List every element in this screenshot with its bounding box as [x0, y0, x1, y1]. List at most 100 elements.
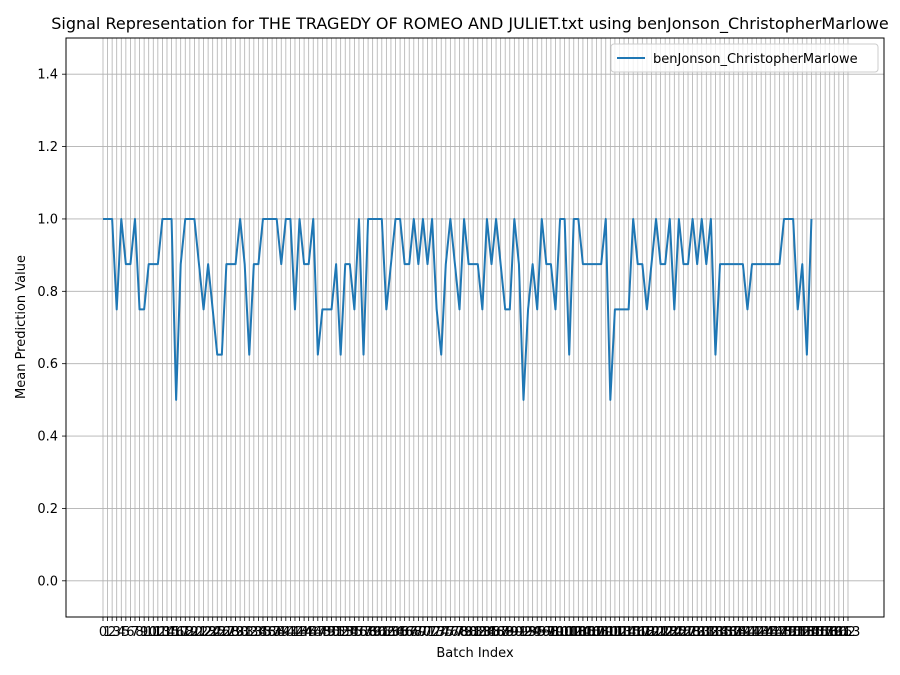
x-tick-label: 32 — [241, 625, 258, 640]
x-tick-label: 58 — [360, 625, 377, 640]
x-tick-label: 57 — [355, 625, 372, 640]
x-tick-label: 157 — [808, 625, 833, 640]
x-tick-label: 161 — [826, 625, 851, 640]
x-tick-label: 114 — [612, 625, 637, 640]
x-tick-label: 79 — [456, 625, 473, 640]
legend-box — [610, 43, 879, 73]
chart-title: Signal Representation for THE TRAGEDY OF… — [51, 14, 889, 34]
x-tick-label: 18 — [177, 625, 194, 640]
x-tick-label: 102 — [557, 625, 582, 640]
x-tick-label: 144 — [749, 625, 774, 640]
x-tick-label: 27 — [218, 625, 235, 640]
x-tick-label: 151 — [781, 625, 806, 640]
x-tick-label: 38 — [268, 625, 285, 640]
x-tick-label: 113 — [607, 625, 632, 640]
x-tick-label: 84 — [479, 625, 496, 640]
x-tick-label: 10 — [140, 625, 157, 640]
x-tick-label: 40 — [278, 625, 295, 640]
x-tick-label: 97 — [538, 625, 555, 640]
x-tick-label: 115 — [616, 625, 641, 640]
x-tick-label: 155 — [799, 625, 824, 640]
x-tick-label: 45 — [300, 625, 317, 640]
x-tick-label: 8 — [135, 625, 143, 640]
x-axis-label: Batch Index — [436, 646, 514, 661]
y-tick-label: 0.4 — [37, 430, 58, 445]
x-tick-label: 60 — [369, 625, 386, 640]
y-axis: 0.0 0.2 0.4 0.6 0.8 1.0 1.2 1.4 — [37, 68, 66, 589]
x-tick-label: 89 — [502, 625, 519, 640]
x-tick-label: 146 — [758, 625, 783, 640]
x-tick-label: 17 — [172, 625, 189, 640]
x-tick-label: 121 — [644, 625, 669, 640]
x-tick-label: 25 — [209, 625, 226, 640]
x-tick-label: 49 — [319, 625, 336, 640]
x-tick-label: 112 — [602, 625, 627, 640]
x-tick-label: 99 — [547, 625, 564, 640]
x-tick-label: 139 — [726, 625, 751, 640]
y-gridlines — [66, 73, 884, 582]
x-tick-label: 77 — [447, 625, 464, 640]
legend: benJonson_ChristopherMarlowe — [610, 43, 879, 73]
x-tick-label: 68 — [406, 625, 423, 640]
x-tick-label: 55 — [346, 625, 363, 640]
x-tick-label: 37 — [264, 625, 281, 640]
x-tick-label: 148 — [767, 625, 792, 640]
x-tick-label: 73 — [428, 625, 445, 640]
y-tick-label: 1.0 — [37, 212, 58, 227]
x-tick-label: 48 — [314, 625, 331, 640]
x-tick-label: 30 — [232, 625, 249, 640]
x-tick-label: 124 — [657, 625, 682, 640]
x-tick-label: 7 — [131, 625, 139, 640]
x-tick-label: 19 — [182, 625, 199, 640]
x-tick-label: 133 — [698, 625, 723, 640]
x-tick-label: 44 — [296, 625, 313, 640]
series-lines — [103, 217, 813, 401]
x-tick-label: 43 — [291, 625, 308, 640]
x-tick-label: 3 — [113, 625, 121, 640]
x-tick-label: 123 — [653, 625, 678, 640]
x-tick-label: 47 — [310, 625, 327, 640]
x-tick-label: 56 — [351, 625, 368, 640]
x-tick-label: 33 — [246, 625, 263, 640]
x-tick-label: 59 — [364, 625, 381, 640]
x-tick-label: 141 — [735, 625, 760, 640]
x-tick-label: 71 — [419, 625, 436, 640]
x-tick-label: 127 — [671, 625, 696, 640]
x-tick-label: 142 — [740, 625, 765, 640]
x-tick-label: 160 — [822, 625, 847, 640]
x-axis: 0123456789101112131415161718192021222324… — [99, 617, 860, 640]
x-tick-label: 16 — [168, 625, 185, 640]
x-tick-label: 149 — [772, 625, 797, 640]
x-tick-label: 109 — [589, 625, 614, 640]
x-tick-label: 75 — [438, 625, 455, 640]
x-tick-label: 152 — [785, 625, 810, 640]
x-tick-label: 105 — [570, 625, 595, 640]
x-tick-label: 50 — [323, 625, 340, 640]
x-tick-label: 106 — [575, 625, 600, 640]
x-tick-label: 52 — [332, 625, 349, 640]
x-tick-label: 0 — [99, 625, 107, 640]
x-tick-label: 132 — [694, 625, 719, 640]
x-tick-label: 61 — [374, 625, 391, 640]
x-tick-label: 95 — [529, 625, 546, 640]
x-tick-label: 153 — [790, 625, 815, 640]
x-tick-label: 63 — [383, 625, 400, 640]
y-axis-label: Mean Prediction Value — [14, 255, 29, 399]
x-tick-label: 69 — [410, 625, 427, 640]
x-tick-label: 83 — [474, 625, 491, 640]
y-tick-label: 0.6 — [37, 357, 58, 372]
x-tick-label: 81 — [465, 625, 482, 640]
x-tick-label: 42 — [287, 625, 304, 640]
x-tick-label: 118 — [630, 625, 655, 640]
x-tick-label: 14 — [159, 625, 176, 640]
x-tick-label: 85 — [483, 625, 500, 640]
x-tick-label: 158 — [813, 625, 838, 640]
x-tick-label: 136 — [712, 625, 737, 640]
x-tick-label: 92 — [515, 625, 532, 640]
x-tick-label: 119 — [634, 625, 659, 640]
x-tick-label: 131 — [689, 625, 714, 640]
x-tick-label: 90 — [506, 625, 523, 640]
x-tick-label: 1 — [103, 625, 111, 640]
x-tick-label: 137 — [717, 625, 742, 640]
